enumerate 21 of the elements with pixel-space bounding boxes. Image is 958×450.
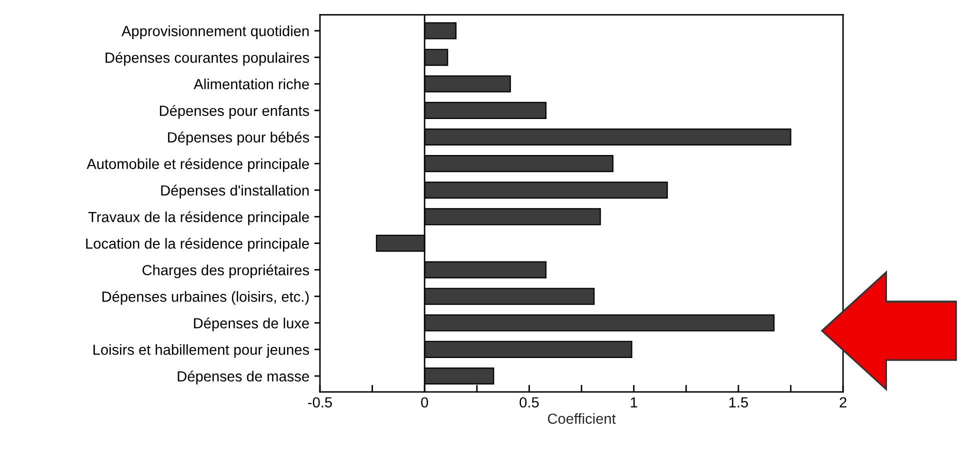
y-tick-label: Dépenses pour bébés bbox=[168, 132, 310, 146]
x-tick-label: -0.5 bbox=[308, 397, 332, 408]
y-tick-label: Approvisionnement quotidien bbox=[122, 26, 309, 40]
y-tick-label: Dépenses courantes populaires bbox=[106, 52, 310, 66]
x-tick-label: 0 bbox=[421, 397, 428, 408]
y-tick-label: Dépenses pour enfants bbox=[160, 105, 310, 119]
x-tick-label: 1 bbox=[630, 397, 638, 408]
x-tick-label: 1.5 bbox=[729, 397, 748, 408]
y-tick-label: Travaux de la résidence principale bbox=[88, 211, 309, 226]
y-tick-label: Dépenses urbaines (loisirs, etc.) bbox=[102, 290, 309, 305]
y-tick-label: Loisirs et habillement pour jeunes bbox=[94, 344, 310, 358]
y-tick-label: Dépenses de luxe bbox=[194, 318, 309, 332]
y-tick-label: Alimentation riche bbox=[194, 78, 309, 90]
y-tick-label: Dépenses de masse bbox=[178, 370, 309, 384]
y-tick-label: Charges des propriétaires bbox=[142, 264, 310, 278]
x-tick-label: 0.5 bbox=[520, 397, 539, 408]
y-tick-label: Location de la résidence principale bbox=[86, 238, 309, 252]
x-tick-label: 2 bbox=[840, 397, 846, 408]
y-tick-label: Dépenses d'installation bbox=[161, 184, 309, 199]
y-tick-label: Automobile et résidence principale bbox=[86, 158, 309, 172]
x-axis-title: Coefficient bbox=[548, 413, 616, 424]
